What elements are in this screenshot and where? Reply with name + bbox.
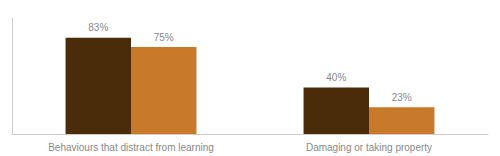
svg-text:83%: 83% bbox=[88, 22, 108, 33]
svg-text:75%: 75% bbox=[154, 32, 174, 43]
svg-text:Behaviours that distract from: Behaviours that distract from learning bbox=[48, 142, 214, 153]
svg-text:23%: 23% bbox=[392, 92, 412, 103]
svg-text:40%: 40% bbox=[326, 72, 346, 83]
svg-text:Damaging or taking property: Damaging or taking property bbox=[306, 142, 432, 153]
